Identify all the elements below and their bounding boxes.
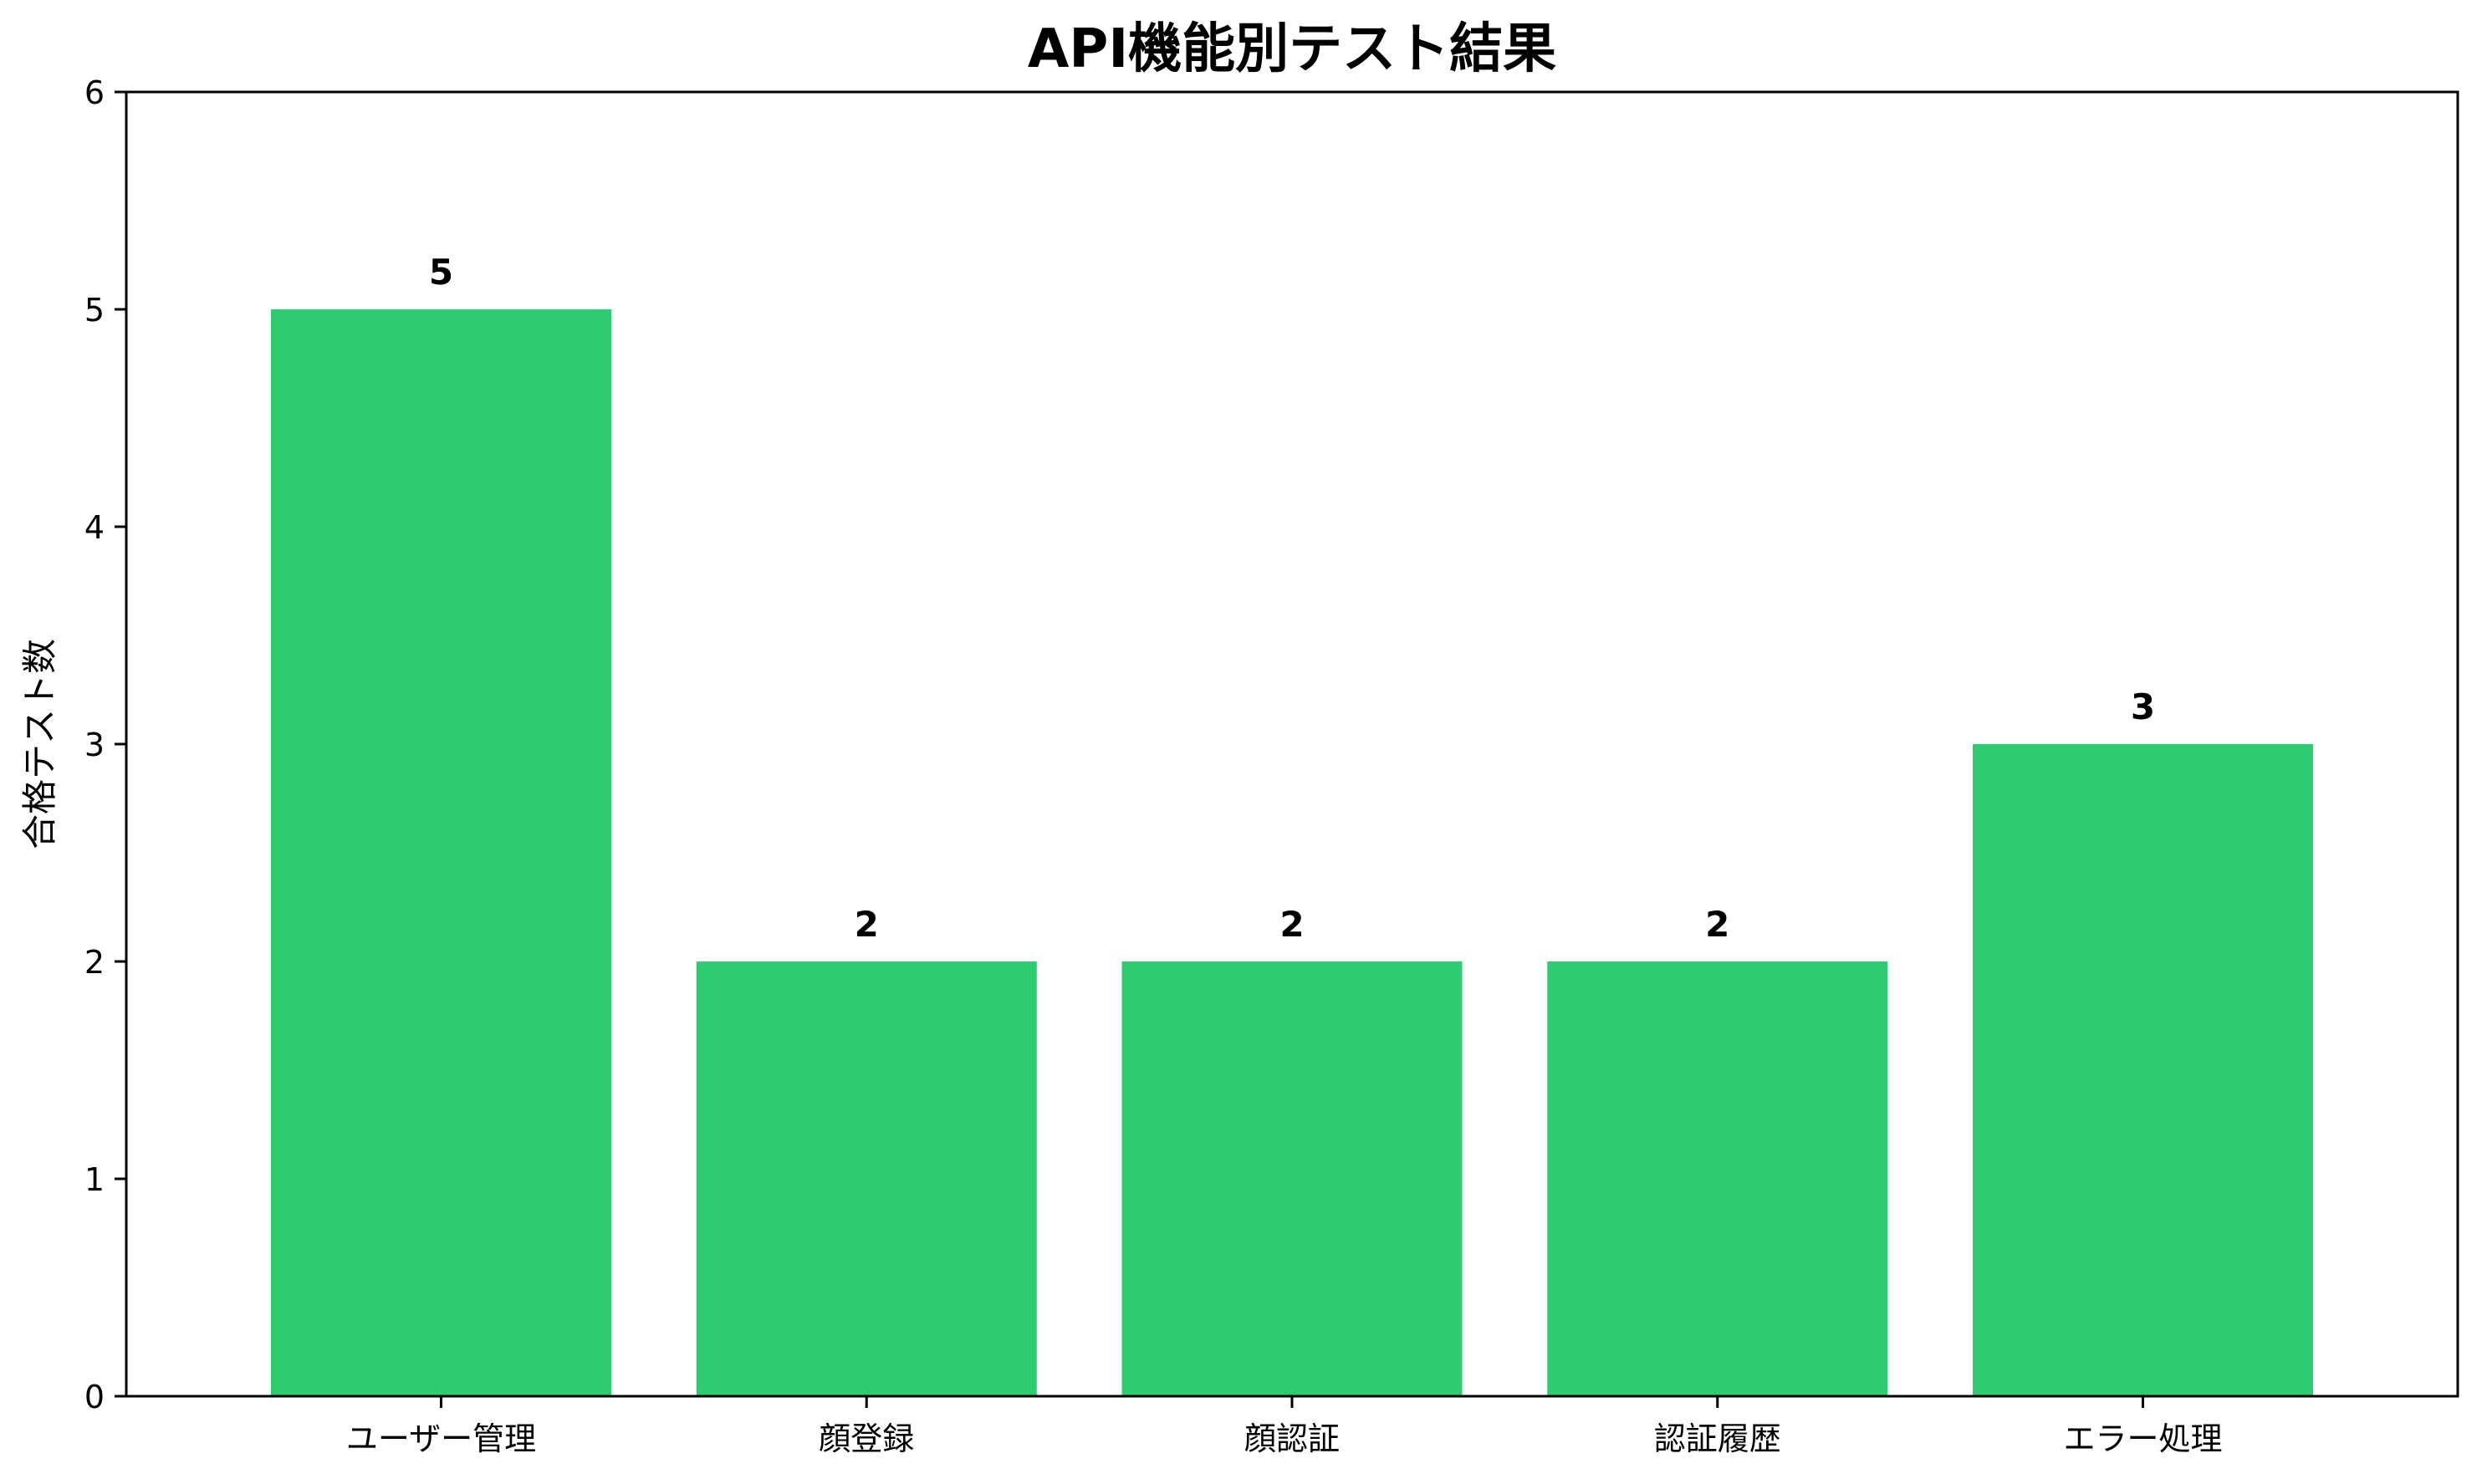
x-tick-label: 顔認証 bbox=[1244, 1420, 1340, 1457]
y-axis: 0 1 2 3 4 5 6 bbox=[84, 74, 126, 1415]
y-tick-label: 4 bbox=[84, 509, 105, 546]
bar-3 bbox=[1121, 961, 1463, 1396]
y-axis-label: 合格テスト数 bbox=[19, 639, 60, 849]
y-tick-label: 1 bbox=[84, 1161, 105, 1198]
x-axis: ユーザー管理 顔登録 顔認証 認証履歴 エラー処理 bbox=[346, 1396, 2223, 1457]
x-tick-label: 顔登録 bbox=[819, 1420, 914, 1457]
plot-area: 5 2 2 2 3 bbox=[270, 252, 2314, 1396]
x-tick-label: エラー処理 bbox=[2064, 1420, 2223, 1457]
y-tick-label: 3 bbox=[84, 727, 105, 763]
bar-value-label: 2 bbox=[855, 904, 879, 945]
bar-value-label: 2 bbox=[1279, 904, 1304, 945]
chart-title: API機能別テスト結果 bbox=[1028, 18, 1556, 80]
x-tick-label: 認証履歴 bbox=[1654, 1420, 1781, 1457]
y-tick-label: 5 bbox=[84, 292, 105, 329]
bar-value-label: 3 bbox=[2131, 686, 2155, 727]
bar-2 bbox=[696, 961, 1037, 1396]
bar-4 bbox=[1547, 961, 1888, 1396]
y-tick-label: 0 bbox=[84, 1379, 105, 1415]
x-tick-label: ユーザー管理 bbox=[346, 1420, 536, 1457]
bar-1 bbox=[270, 309, 611, 1396]
bar-value-label: 5 bbox=[429, 252, 453, 293]
y-tick-label: 2 bbox=[84, 944, 105, 981]
bar-5 bbox=[1973, 744, 2314, 1396]
y-tick-label: 6 bbox=[84, 74, 105, 111]
bar-value-label: 2 bbox=[1705, 904, 1729, 945]
